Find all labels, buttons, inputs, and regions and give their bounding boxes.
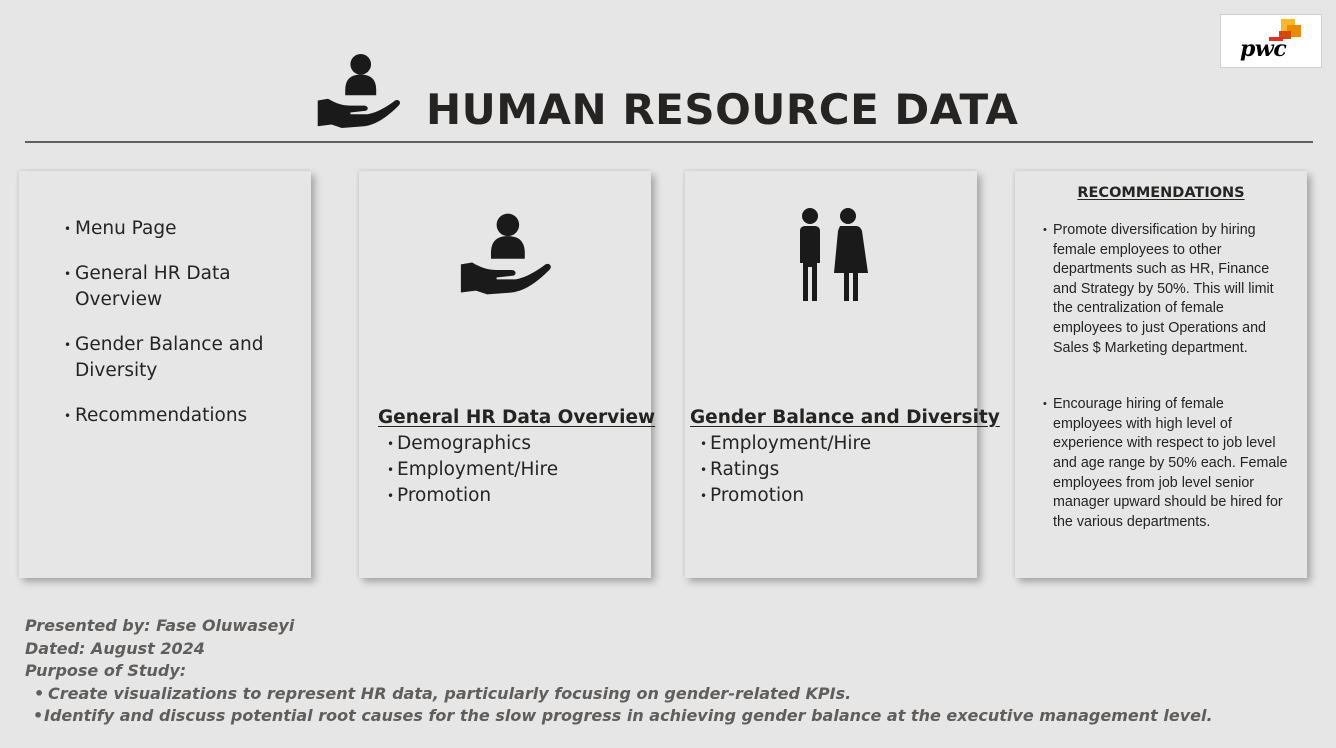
menu-item-menu-page[interactable]: Menu Page bbox=[64, 216, 294, 242]
pwc-logo: pwc bbox=[1220, 14, 1322, 68]
title-divider bbox=[25, 141, 1313, 143]
recommendation-item: Promote diversification by hiring female… bbox=[1043, 221, 1288, 358]
menu-list: Menu Page General HR Data Overview Gende… bbox=[64, 216, 294, 448]
list-item: Promotion bbox=[387, 483, 558, 509]
menu-item-gender-balance-and-diversity[interactable]: Gender Balance and Diversity bbox=[64, 332, 294, 384]
hand-holding-person-icon bbox=[460, 213, 551, 295]
general-hr-heading-link[interactable]: General HR Data Overview bbox=[378, 407, 656, 428]
recommendations-list: Promote diversification by hiring female… bbox=[1043, 221, 1288, 569]
menu-card: Menu Page General HR Data Overview Gende… bbox=[19, 171, 311, 578]
list-item: Demographics bbox=[387, 431, 558, 457]
purpose-item: Create visualizations to represent HR da… bbox=[25, 683, 1213, 706]
gender-balance-card[interactable]: Gender Balance and Diversity Employment/… bbox=[685, 171, 1000, 578]
page-title: HUMAN RESOURCE DATA bbox=[426, 85, 1019, 134]
general-hr-sub-list: Demographics Employment/Hire Promotion bbox=[387, 431, 558, 509]
purpose-item: Identify and discuss potential root caus… bbox=[25, 705, 1213, 728]
list-item: Employment/Hire bbox=[700, 431, 871, 457]
menu-item-general-hr-data-overview[interactable]: General HR Data Overview bbox=[64, 261, 294, 313]
gender-balance-sub-list: Employment/Hire Ratings Promotion bbox=[700, 431, 871, 509]
footer: Presented by: Fase Oluwaseyi Dated: Augu… bbox=[25, 615, 1213, 728]
recommendations-card: RECOMMENDATIONS Promote diversification … bbox=[1015, 171, 1307, 578]
purpose-label: Purpose of Study: bbox=[25, 661, 187, 681]
hand-holding-person-icon bbox=[317, 54, 400, 128]
logo-mark bbox=[1269, 19, 1301, 41]
presenter-text: Presented by: Fase Oluwaseyi bbox=[25, 616, 295, 635]
list-item: Employment/Hire bbox=[387, 457, 558, 483]
recommendations-heading: RECOMMENDATIONS bbox=[1077, 185, 1245, 201]
menu-item-recommendations[interactable]: Recommendations bbox=[64, 403, 294, 429]
logo-text: pwc bbox=[1240, 36, 1287, 62]
purpose-list: Create visualizations to represent HR da… bbox=[25, 683, 1213, 728]
list-item: Promotion bbox=[700, 483, 871, 509]
man-woman-icon bbox=[800, 208, 868, 301]
gender-balance-heading-link[interactable]: Gender Balance and Diversity bbox=[690, 407, 1000, 428]
general-hr-card[interactable]: General HR Data Overview Demographics Em… bbox=[359, 171, 655, 578]
list-item: Ratings bbox=[700, 457, 871, 483]
date-text: Dated: August 2024 bbox=[25, 638, 205, 658]
recommendation-item: Encourage hiring of female employees wit… bbox=[1043, 395, 1288, 532]
